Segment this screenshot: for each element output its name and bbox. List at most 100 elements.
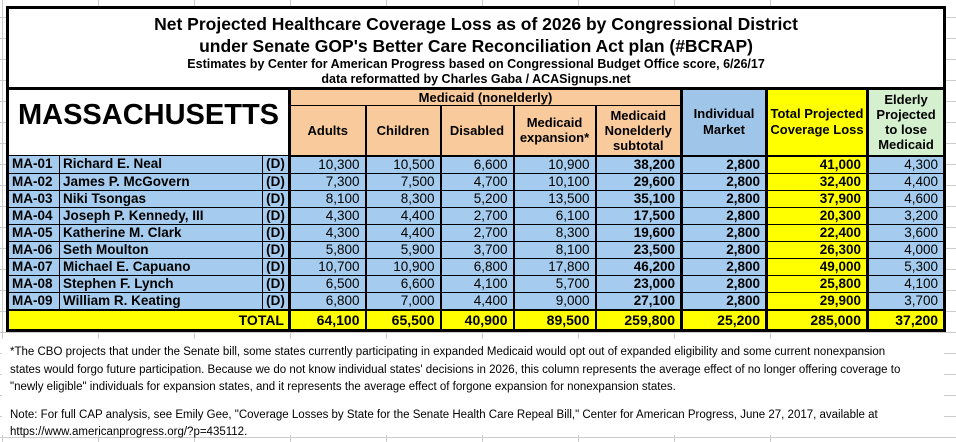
- disabled-cell: 6,600: [439, 155, 514, 174]
- total-disabled-cell: 40,900: [439, 308, 514, 331]
- medicaid-subtotal-cell: 46,200: [594, 257, 682, 276]
- col-header-medicaid-subtotal: Medicaid Nonelderly subtotal: [594, 105, 682, 157]
- state-label: MASSACHUSETTS: [7, 88, 290, 156]
- individual-market-cell: 2,800: [680, 155, 767, 174]
- individual-market-cell: 2,800: [680, 189, 767, 208]
- district-cell: MA-04: [7, 206, 60, 225]
- party-cell: (D): [262, 274, 290, 293]
- rep-name-cell: Seth Moulton: [59, 240, 263, 259]
- elderly-cell: 4,300: [865, 155, 946, 174]
- party-cell: (D): [262, 206, 290, 225]
- total-adults-cell: 64,100: [288, 308, 366, 331]
- total-loss-cell: 32,400: [765, 172, 868, 191]
- col-header-disabled: Disabled: [439, 105, 514, 157]
- expansion-cell: 8,300: [512, 223, 596, 242]
- expansion-cell: 9,000: [512, 291, 596, 310]
- adults-cell: 10,700: [288, 257, 366, 276]
- col-header-adults: Adults: [288, 105, 366, 157]
- rep-name-cell: Joseph P. Kennedy, III: [59, 206, 263, 225]
- children-cell: 4,400: [364, 223, 441, 242]
- children-cell: 10,900: [364, 257, 441, 276]
- disabled-cell: 4,400: [439, 291, 514, 310]
- medicaid-group-header: Medicaid (nonelderly): [288, 88, 682, 106]
- expansion-cell: 8,100: [512, 240, 596, 259]
- elderly-cell: 3,600: [865, 223, 946, 242]
- party-cell: (D): [262, 189, 290, 208]
- rep-name-cell: Katherine M. Clark: [59, 223, 263, 242]
- elderly-cell: 3,200: [865, 206, 946, 225]
- title-block: Net Projected Healthcare Coverage Loss a…: [6, 7, 946, 90]
- individual-market-cell: 2,800: [680, 240, 767, 259]
- total-label: TOTAL: [7, 308, 290, 331]
- disabled-cell: 2,700: [439, 223, 514, 242]
- total-loss-cell: 20,300: [765, 206, 868, 225]
- children-cell: 4,400: [364, 206, 441, 225]
- table-row: MA-06 Seth Moulton (D) 5,800 5,900 3,700…: [7, 240, 946, 259]
- district-cell: MA-06: [7, 240, 60, 259]
- elderly-cell: 5,300: [865, 257, 946, 276]
- total-expansion-cell: 89,500: [512, 308, 596, 331]
- disabled-cell: 3,700: [439, 240, 514, 259]
- total-row: TOTAL 64,100 65,500 40,900 89,500 259,80…: [7, 308, 946, 331]
- party-cell: (D): [262, 172, 290, 191]
- children-cell: 10,500: [364, 155, 441, 174]
- col-header-total-loss: Total Projected Coverage Loss: [765, 88, 868, 157]
- table-row: MA-02 James P. McGovern (D) 7,300 7,500 …: [7, 172, 946, 191]
- district-cell: MA-09: [7, 291, 60, 310]
- source-note: Note: For full CAP analysis, see Emily G…: [10, 407, 944, 442]
- elderly-cell: 4,400: [865, 172, 946, 191]
- rep-name-cell: James P. McGovern: [59, 172, 263, 191]
- expansion-cell: 6,100: [512, 206, 596, 225]
- notes-area: *The CBO projects that under the Senate …: [2, 339, 944, 438]
- title-line-1: Net Projected Healthcare Coverage Loss a…: [154, 14, 798, 34]
- footnote-line: "newly eligible" individuals for expansi…: [10, 381, 676, 393]
- total-individual-market-cell: 25,200: [680, 308, 767, 331]
- disabled-cell: 4,700: [439, 172, 514, 191]
- rep-name-cell: Richard E. Neal: [59, 155, 263, 174]
- adults-cell: 6,500: [288, 274, 366, 293]
- medicaid-subtotal-cell: 19,600: [594, 223, 682, 242]
- party-cell: (D): [262, 257, 290, 276]
- coverage-loss-table: Net Projected Healthcare Coverage Loss a…: [6, 6, 947, 332]
- individual-market-cell: 2,800: [680, 274, 767, 293]
- disabled-cell: 6,800: [439, 257, 514, 276]
- medicaid-subtotal-cell: 35,100: [594, 189, 682, 208]
- individual-market-cell: 2,800: [680, 291, 767, 310]
- table-row: MA-09 William R. Keating (D) 6,800 7,000…: [7, 291, 946, 310]
- col-header-expansion: Medicaid expansion*: [512, 105, 596, 157]
- expansion-cell: 10,900: [512, 155, 596, 174]
- table-row: MA-05 Katherine M. Clark (D) 4,300 4,400…: [7, 223, 946, 242]
- party-cell: (D): [262, 291, 290, 310]
- elderly-cell: 4,100: [865, 274, 946, 293]
- grand-total-cell: 285,000: [765, 308, 868, 331]
- source-note-line: https://www.americanprogress.org/?p=4351…: [10, 426, 248, 438]
- party-cell: (D): [262, 223, 290, 242]
- disabled-cell: 5,200: [439, 189, 514, 208]
- district-cell: MA-05: [7, 223, 60, 242]
- adults-cell: 8,100: [288, 189, 366, 208]
- medicaid-subtotal-cell: 23,500: [594, 240, 682, 259]
- children-cell: 6,600: [364, 274, 441, 293]
- footnote-line: states would forgo future participation.…: [10, 363, 901, 376]
- medicaid-subtotal-cell: 27,100: [594, 291, 682, 310]
- subtitle-line-1: Estimates by Center for American Progres…: [187, 57, 765, 71]
- party-cell: (D): [262, 240, 290, 259]
- children-cell: 8,300: [364, 189, 441, 208]
- district-cell: MA-07: [7, 257, 60, 276]
- col-header-children: Children: [364, 105, 441, 157]
- individual-market-cell: 2,800: [680, 172, 767, 191]
- elderly-cell: 4,000: [865, 240, 946, 259]
- district-cell: MA-08: [7, 274, 60, 293]
- adults-cell: 4,300: [288, 223, 366, 242]
- total-children-cell: 65,500: [364, 308, 441, 331]
- expansion-cell: 5,700: [512, 274, 596, 293]
- rep-name-cell: William R. Keating: [59, 291, 263, 310]
- expansion-cell: 10,100: [512, 172, 596, 191]
- disabled-cell: 2,700: [439, 206, 514, 225]
- total-loss-cell: 37,900: [765, 189, 868, 208]
- medicaid-subtotal-cell: 38,200: [594, 155, 682, 174]
- table-row: MA-08 Stephen F. Lynch (D) 6,500 6,600 4…: [7, 274, 946, 293]
- footnote-line: *The CBO projects that under the Senate …: [10, 346, 886, 358]
- total-elderly-cell: 37,200: [865, 308, 946, 331]
- elderly-cell: 4,600: [865, 189, 946, 208]
